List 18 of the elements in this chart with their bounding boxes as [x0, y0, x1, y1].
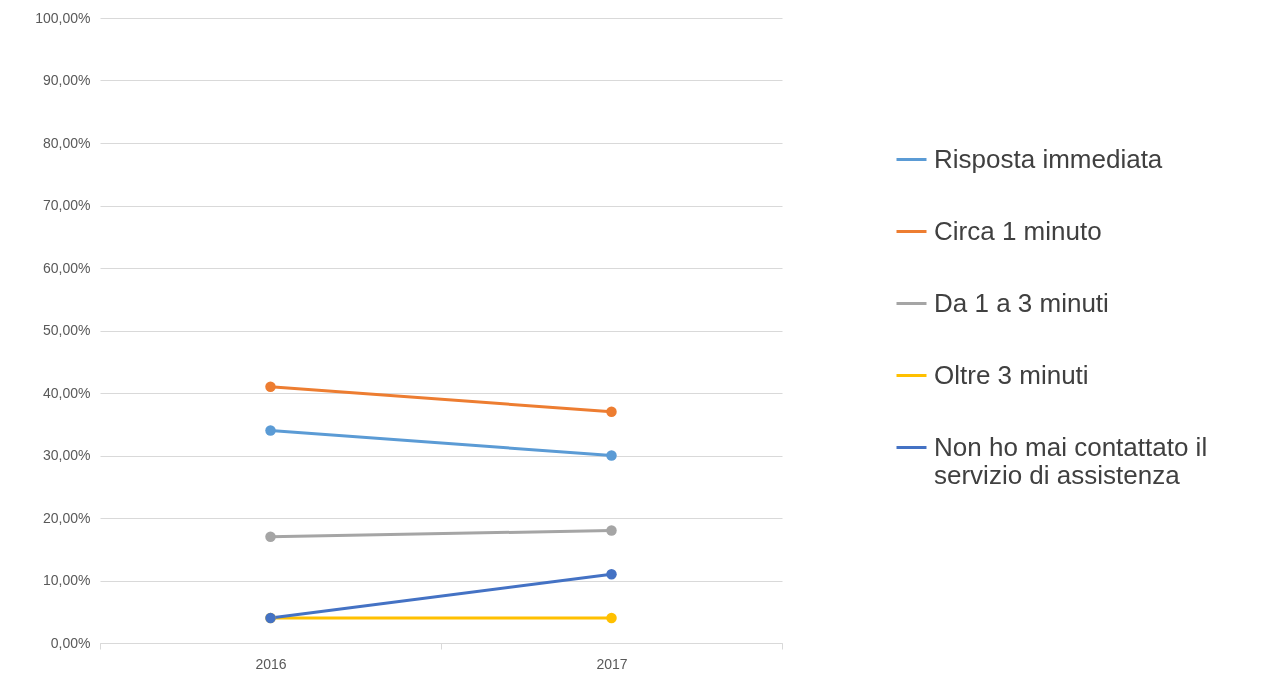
legend-label: Da 1 a 3 minuti: [934, 287, 1109, 318]
x-tick-label: 2016: [255, 655, 287, 672]
legend-label: Non ho mai contattato il servizio di assistenza: [934, 431, 1208, 490]
legend-label: Oltre 3 minuti: [934, 359, 1089, 390]
y-tick-label: 10,00%: [43, 572, 91, 588]
y-tick-label: 0,00%: [50, 634, 91, 651]
y-tick-label: 70,00%: [43, 197, 91, 213]
y-tick-label: 50,00%: [43, 322, 91, 338]
y-tick-label: 60,00%: [43, 259, 91, 276]
y-tick-label: 90,00%: [43, 72, 91, 88]
y-tick-label: 80,00%: [43, 134, 91, 151]
y-tick-label: 100,00%: [35, 9, 91, 26]
legend-label: Risposta immediata: [934, 143, 1163, 174]
x-tick-label: 2017: [596, 655, 628, 672]
y-tick-label: 40,00%: [43, 384, 91, 401]
legend-label: Circa 1 minuto: [934, 215, 1102, 246]
y-tick-label: 30,00%: [43, 447, 91, 463]
y-tick-label: 20,00%: [43, 509, 91, 526]
